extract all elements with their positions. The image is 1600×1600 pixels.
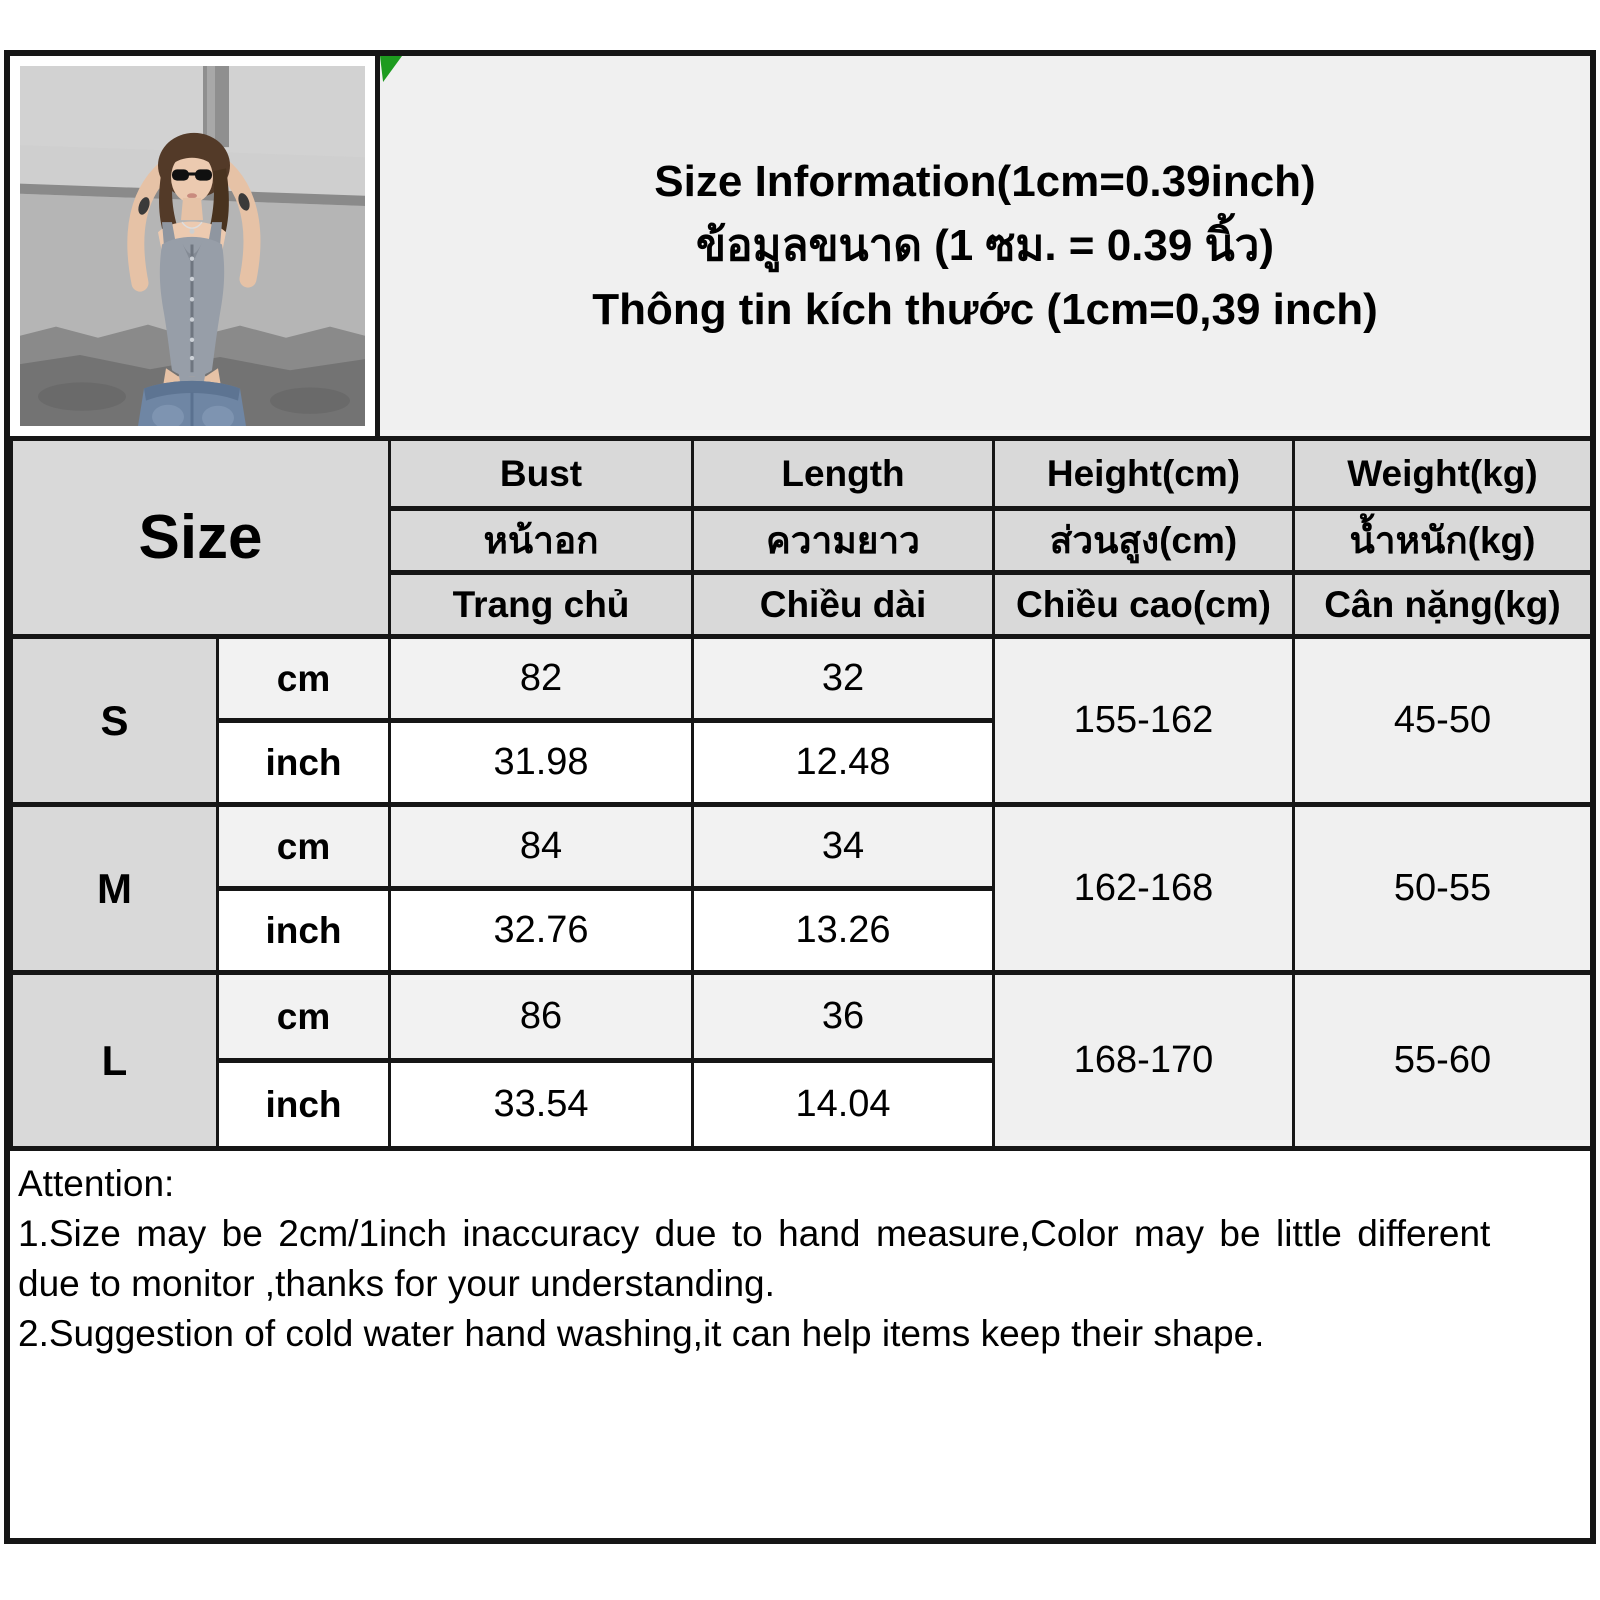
length-inch-value-s: 12.48 (691, 718, 995, 807)
row-s-cm: S cm 82 32 155-162 45-50 (10, 634, 1593, 807)
green-corner-icon (380, 56, 402, 82)
top-section: Size Information(1cm=0.39inch) ข้อมูลขนา… (10, 56, 1590, 436)
height-range-l: 168-170 (992, 970, 1295, 1151)
column-header-length-th: ความยาว (691, 506, 995, 575)
column-header-bust-vi: Trang chủ (388, 570, 694, 639)
bust-cm-value-l: 86 (388, 970, 694, 1063)
unit-cell-cm: cm (216, 802, 391, 891)
title-line-vi: Thông tin kích thước (1cm=0,39 inch) (592, 285, 1378, 334)
unit-cell-inch: inch (216, 886, 391, 975)
column-header-height-en: Height(cm) (992, 436, 1295, 511)
row-m-cm: M cm 84 34 162-168 50-55 (10, 802, 1593, 975)
length-cm-value-m: 34 (691, 802, 995, 891)
attention-section: Attention: 1.Size may be 2cm/1inch inacc… (10, 1151, 1590, 1538)
weight-range-m: 50-55 (1292, 802, 1593, 975)
header-row-vi: Trang chủ Chiều dài Chiều cao(cm) Cân nặ… (12, 570, 1593, 639)
bust-cm-value-s: 82 (388, 634, 694, 723)
unit-cell-inch: inch (216, 718, 391, 807)
unit-cell-inch: inch (216, 1058, 391, 1151)
row-l-cm: L cm 86 36 168-170 55-60 (10, 970, 1593, 1151)
size-label-l: L (10, 970, 219, 1151)
height-range-m: 162-168 (992, 802, 1295, 975)
row-m-inch: inch 32.76 13.26 (12, 886, 1592, 975)
row-l-inch: inch 33.54 14.04 (12, 1058, 1592, 1151)
bust-inch-value-s: 31.98 (388, 718, 694, 807)
weight-range-s: 45-50 (1292, 634, 1593, 807)
size-table: Size Bust Length Height(cm) Weight(kg) ห… (10, 436, 1593, 1151)
size-corner-header: Size (10, 436, 391, 639)
height-range-s: 155-162 (992, 634, 1295, 807)
column-header-bust-en: Bust (388, 436, 694, 511)
bust-cm-value-m: 84 (388, 802, 694, 891)
column-header-weight-en: Weight(kg) (1292, 436, 1593, 511)
length-cm-value-s: 32 (691, 634, 995, 723)
attention-heading: Attention: (18, 1163, 175, 1204)
title-line-th: ข้อมูลขนาด (1 ซม. = 0.39 นิ้ว) (695, 221, 1274, 270)
column-header-height-vi: Chiều cao(cm) (992, 570, 1295, 639)
unit-cell-cm: cm (216, 634, 391, 723)
bust-inch-value-l: 33.54 (388, 1058, 694, 1151)
column-header-bust-th: หน้าอก (388, 506, 694, 575)
length-inch-value-l: 14.04 (691, 1058, 995, 1151)
size-label-m: M (10, 802, 219, 975)
length-cm-value-l: 36 (691, 970, 995, 1063)
bust-inch-value-m: 32.76 (388, 886, 694, 975)
model-illustration (20, 66, 365, 426)
column-header-weight-th: น้ำหนัก(kg) (1292, 506, 1593, 575)
row-s-inch: inch 31.98 12.48 (12, 718, 1592, 807)
title-line-en: Size Information(1cm=0.39inch) (654, 157, 1316, 206)
attention-note1-line2: due to monitor ,thanks for your understa… (18, 1263, 775, 1304)
product-photo (10, 56, 380, 436)
header-row-en: Size Bust Length Height(cm) Weight(kg) (10, 436, 1593, 639)
size-chart-sheet: Size Information(1cm=0.39inch) ข้อมูลขนา… (4, 50, 1596, 1544)
unit-cell-cm: cm (216, 970, 391, 1063)
weight-range-l: 55-60 (1292, 970, 1593, 1151)
attention-note2: 2.Suggestion of cold water hand washing,… (18, 1313, 1265, 1354)
length-inch-value-m: 13.26 (691, 886, 995, 975)
column-header-length-en: Length (691, 436, 995, 511)
header-row-th: หน้าอก ความยาว ส่วนสูง(cm) น้ำหนัก(kg) (12, 506, 1593, 575)
size-label-s: S (10, 634, 219, 807)
title-panel: Size Information(1cm=0.39inch) ข้อมูลขนา… (380, 56, 1590, 436)
column-header-height-th: ส่วนสูง(cm) (992, 506, 1295, 575)
column-header-length-vi: Chiều dài (691, 570, 995, 639)
attention-note1-line1: 1.Size may be 2cm/1inch inaccuracy due t… (18, 1213, 1491, 1254)
column-header-weight-vi: Cân nặng(kg) (1292, 570, 1593, 639)
